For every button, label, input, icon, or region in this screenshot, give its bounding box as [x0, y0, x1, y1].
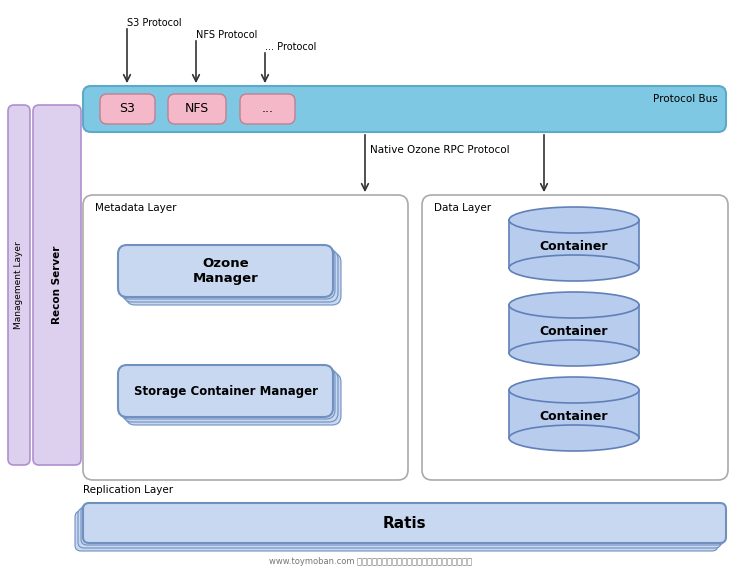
Text: www.toymoban.com 网络图片仅供展示，非存储，如有侵权请联系删除。: www.toymoban.com 网络图片仅供展示，非存储，如有侵权请联系删除。	[269, 558, 472, 566]
Text: Protocol Bus: Protocol Bus	[654, 94, 718, 104]
Bar	[509, 390, 639, 438]
Text: Data Layer: Data Layer	[434, 203, 491, 213]
Text: NFS Protocol: NFS Protocol	[196, 30, 257, 40]
FancyBboxPatch shape	[126, 253, 341, 305]
FancyBboxPatch shape	[422, 195, 728, 480]
FancyBboxPatch shape	[81, 505, 724, 545]
Text: Container: Container	[539, 410, 608, 423]
Ellipse shape	[509, 377, 639, 403]
Text: ... Protocol: ... Protocol	[265, 42, 316, 52]
FancyBboxPatch shape	[168, 94, 226, 124]
FancyBboxPatch shape	[83, 503, 726, 543]
Ellipse shape	[509, 207, 639, 233]
Ellipse shape	[509, 255, 639, 281]
Text: Native Ozone RPC Protocol: Native Ozone RPC Protocol	[370, 145, 510, 155]
FancyBboxPatch shape	[118, 245, 333, 297]
Text: ...: ...	[262, 102, 273, 116]
FancyBboxPatch shape	[120, 247, 335, 299]
FancyBboxPatch shape	[240, 94, 295, 124]
Ellipse shape	[509, 292, 639, 318]
FancyBboxPatch shape	[83, 86, 726, 132]
Text: S3: S3	[119, 102, 136, 116]
FancyBboxPatch shape	[8, 105, 30, 465]
FancyBboxPatch shape	[120, 367, 335, 419]
Text: Ozone
Manager: Ozone Manager	[193, 257, 259, 285]
FancyBboxPatch shape	[78, 508, 721, 548]
Text: Metadata Layer: Metadata Layer	[95, 203, 176, 213]
Text: Container: Container	[539, 325, 608, 338]
Bar	[509, 305, 639, 353]
FancyBboxPatch shape	[118, 365, 333, 417]
Text: Ratis: Ratis	[382, 515, 426, 530]
Text: Replication Layer: Replication Layer	[83, 485, 173, 495]
FancyBboxPatch shape	[100, 94, 155, 124]
Ellipse shape	[509, 425, 639, 451]
Text: NFS: NFS	[185, 102, 209, 116]
FancyBboxPatch shape	[75, 511, 718, 551]
Ellipse shape	[509, 340, 639, 366]
FancyBboxPatch shape	[123, 250, 338, 302]
Text: Management Layer: Management Layer	[15, 241, 24, 329]
Text: Storage Container Manager: Storage Container Manager	[133, 384, 317, 398]
FancyBboxPatch shape	[83, 195, 408, 480]
FancyBboxPatch shape	[33, 105, 81, 465]
Text: Recon Server: Recon Server	[52, 246, 62, 324]
FancyBboxPatch shape	[123, 370, 338, 422]
Text: Container: Container	[539, 240, 608, 253]
Bar	[509, 220, 639, 268]
FancyBboxPatch shape	[126, 373, 341, 425]
Text: S3 Protocol: S3 Protocol	[127, 18, 182, 28]
